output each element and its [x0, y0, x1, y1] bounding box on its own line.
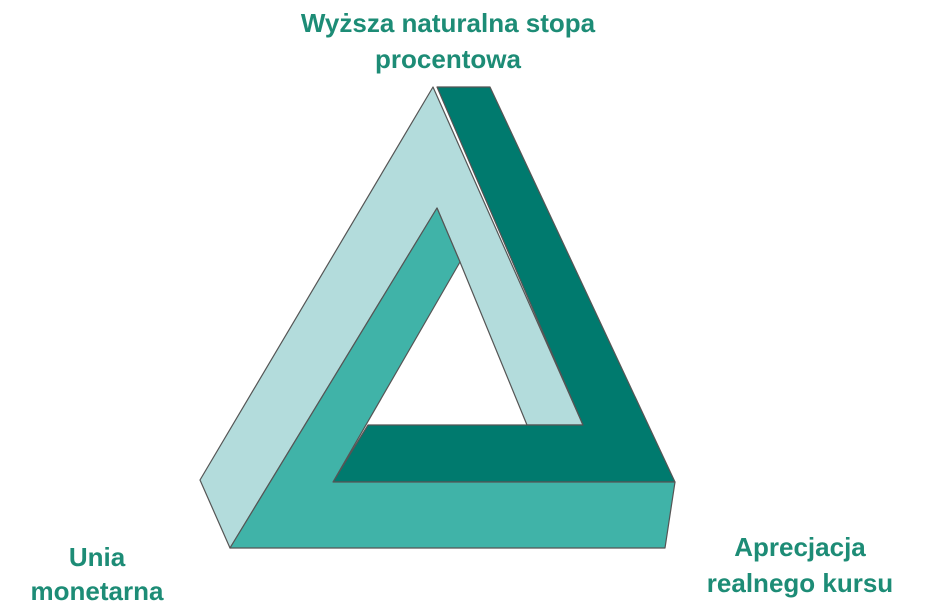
bottom-left-label-line: Unia	[69, 542, 126, 572]
bottom-right-label-line: realnego kursu	[707, 568, 893, 598]
top-label-line: procentowa	[375, 44, 521, 74]
top-label-line: Wyższa naturalna stopa	[301, 8, 596, 38]
diagram: Wyższa naturalna stopa procentowa Unia m…	[0, 0, 933, 608]
bottom-right-label-line: Aprecjacja	[734, 532, 866, 562]
bottom-left-label-line: monetarna	[31, 576, 164, 606]
